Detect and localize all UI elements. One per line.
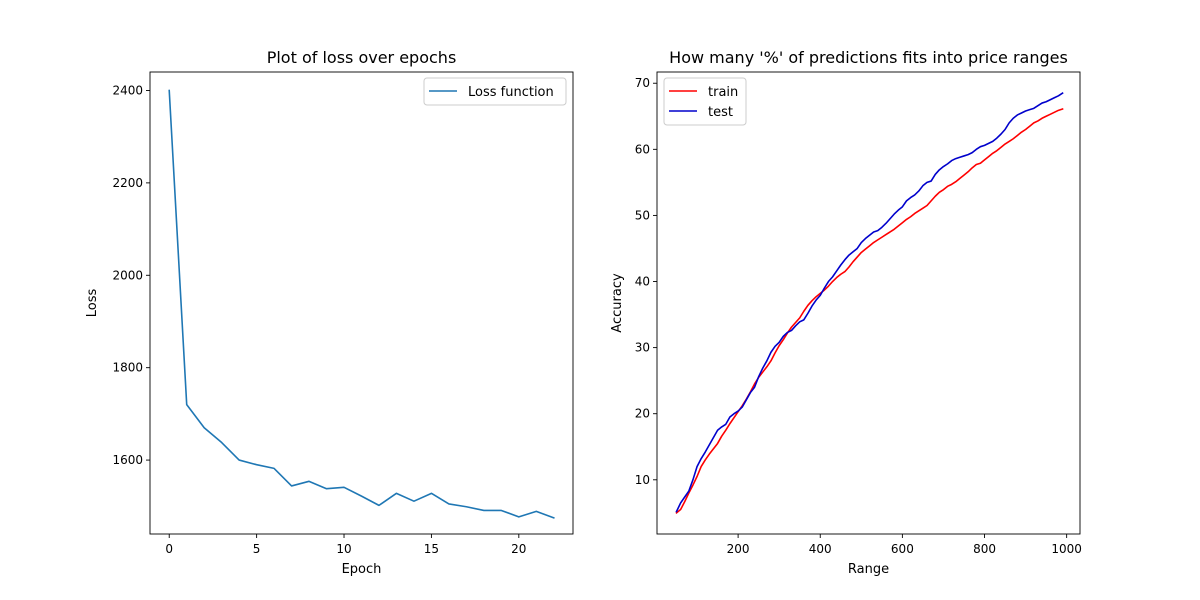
y-tick-label: 2400 — [112, 83, 143, 97]
y-tick-label: 10 — [635, 473, 650, 487]
legend: train test — [663, 77, 747, 126]
x-tick-label: 20 — [511, 542, 526, 556]
y-tick-label: 2200 — [112, 176, 143, 190]
legend-box — [423, 77, 567, 106]
y-tick-label: 20 — [635, 407, 650, 421]
legend-entry: train — [708, 85, 738, 100]
chart-1: 0 5 10 15 20 1600 1800 2000 2200 2400 Plot of loss… — [85, 48, 574, 577]
chart-title: Plot of loss over epochs — [267, 48, 457, 67]
x-tick-label: 1000 — [1051, 542, 1082, 556]
legend-entry: Loss function — [468, 85, 554, 100]
y-tick-label: 40 — [635, 275, 650, 289]
legend-box — [663, 77, 747, 126]
x-tick-label: 0 — [165, 542, 173, 556]
y-tick-label: 50 — [635, 208, 650, 222]
x-tick-label: 600 — [891, 542, 914, 556]
y-tick-label: 70 — [635, 76, 650, 90]
axes-frame — [149, 71, 574, 535]
y-axis-label: Loss — [85, 289, 100, 318]
y-tick-label: 30 — [635, 341, 650, 355]
series-line-test — [675, 92, 1064, 513]
x-tick-label: 400 — [809, 542, 832, 556]
x-axis-label: Range — [848, 562, 889, 577]
series-line-loss-function — [168, 89, 555, 519]
y-tick-label: 2000 — [112, 268, 143, 282]
x-tick-label: 10 — [336, 542, 351, 556]
x-tick-label: 200 — [727, 542, 750, 556]
chart-title: How many '%' of predictions fits into pr… — [669, 48, 1068, 67]
y-tick-label: 1600 — [112, 453, 143, 467]
x-tick-label: 15 — [424, 542, 439, 556]
axes-frame — [656, 71, 1081, 535]
x-tick-label: 800 — [973, 542, 996, 556]
x-axis-label: Epoch — [342, 562, 382, 577]
y-tick-label: 1800 — [112, 361, 143, 375]
y-axis-label: Accuracy — [610, 273, 625, 333]
legend: Loss function — [423, 77, 567, 106]
legend-entry: test — [708, 105, 733, 120]
y-tick-label: 60 — [635, 142, 650, 156]
chart-2: 200 400 600 800 1000 10 20 30 40 50 60 70 How many '… — [610, 48, 1082, 577]
x-tick-label: 5 — [253, 542, 261, 556]
